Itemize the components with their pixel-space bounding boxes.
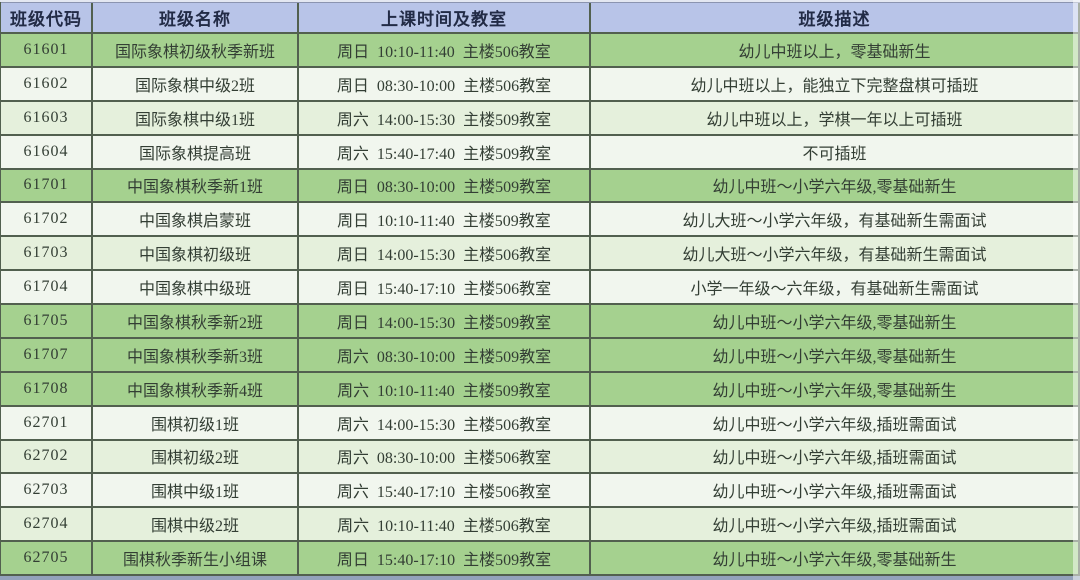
cell-description: 不可插班 xyxy=(591,135,1080,168)
cell-class-name: 中国象棋秋季新2班 xyxy=(93,305,299,337)
cell-class-code: 61702 xyxy=(1,203,93,236)
cell-class-code: 61603 xyxy=(1,101,93,134)
cell-schedule: 周六 14:00-15:30 主楼509教室 xyxy=(299,101,591,134)
table-row: 61603 国际象棋中级1班 周六 14:00-15:30 主楼509教室 幼儿… xyxy=(1,101,1080,136)
cell-class-name: 国际象棋初级秋季新班 xyxy=(93,34,299,66)
cell-schedule: 周日 10:10-11:40 主楼509教室 xyxy=(299,203,591,236)
cell-description: 幼儿中班～小学六年级,零基础新生 xyxy=(591,305,1080,337)
header-cell-schedule: 上课时间及教室 xyxy=(299,3,591,32)
cell-description: 幼儿中班～小学六年级,插班需面试 xyxy=(591,474,1080,507)
cell-class-code: 61604 xyxy=(1,135,93,168)
cell-schedule: 周日 14:00-15:30 主楼506教室 xyxy=(299,237,591,270)
cell-schedule: 周日 08:30-10:00 主楼506教室 xyxy=(299,67,591,100)
cell-description: 幼儿大班～小学六年级，有基础新生需面试 xyxy=(591,237,1080,270)
table-row: 62704 围棋中级2班 周六 10:10-11:40 主楼506教室 幼儿中班… xyxy=(1,508,1080,543)
cell-class-code: 62703 xyxy=(1,474,93,507)
cell-description: 幼儿中班～小学六年级,零基础新生 xyxy=(591,372,1080,405)
cell-schedule: 周六 10:10-11:40 主楼509教室 xyxy=(299,372,591,405)
cell-description: 幼儿中班～小学六年级,插班需面试 xyxy=(591,508,1080,541)
cell-class-name: 围棋中级2班 xyxy=(93,508,299,541)
cell-class-code: 61704 xyxy=(1,271,93,303)
cell-schedule: 周日 10:10-11:40 主楼506教室 xyxy=(299,34,591,66)
cell-schedule: 周日 08:30-10:00 主楼509教室 xyxy=(299,169,591,202)
cell-class-name: 国际象棋中级2班 xyxy=(93,67,299,100)
header-cell-description: 班级描述 xyxy=(591,3,1080,32)
cell-description: 幼儿中班～小学六年级,零基础新生 xyxy=(591,169,1080,202)
cell-schedule: 周六 10:10-11:40 主楼506教室 xyxy=(299,508,591,541)
cell-description: 幼儿中班以上，学棋一年以上可插班 xyxy=(591,101,1080,134)
cell-class-name: 围棋中级1班 xyxy=(93,474,299,507)
cell-class-name: 中国象棋秋季新1班 xyxy=(93,169,299,202)
cell-class-code: 61602 xyxy=(1,67,93,100)
top-edge-strip xyxy=(0,0,1080,2)
table-row: 61707 中国象棋秋季新3班 周六 08:30-10:00 主楼509教室 幼… xyxy=(1,338,1080,373)
cell-description: 幼儿中班～小学六年级,插班需面试 xyxy=(591,406,1080,439)
cell-class-code: 61601 xyxy=(1,34,93,66)
cell-description: 幼儿中班以上，零基础新生 xyxy=(591,34,1080,66)
cell-class-name: 中国象棋启蒙班 xyxy=(93,203,299,236)
cell-class-code: 62704 xyxy=(1,508,93,541)
cell-description: 幼儿大班～小学六年级，有基础新生需面试 xyxy=(591,203,1080,236)
table-header-row: 班级代码 班级名称 上课时间及教室 班级描述 xyxy=(1,2,1080,34)
cell-class-code: 61701 xyxy=(1,169,93,202)
table-row: 61703 中国象棋初级班 周日 14:00-15:30 主楼506教室 幼儿大… xyxy=(1,237,1080,272)
cell-class-name: 国际象棋中级1班 xyxy=(93,101,299,134)
cell-class-name: 中国象棋秋季新3班 xyxy=(93,338,299,371)
cell-class-name: 围棋初级2班 xyxy=(93,440,299,473)
table-row: 62705 围棋秋季新生小组课 周日 15:40-17:10 主楼509教室 幼… xyxy=(1,542,1080,576)
cell-description: 幼儿中班以上，能独立下完整盘棋可插班 xyxy=(591,67,1080,100)
cell-schedule: 周六 08:30-10:00 主楼509教室 xyxy=(299,338,591,371)
cell-schedule: 周六 15:40-17:10 主楼506教室 xyxy=(299,474,591,507)
table-row: 61705 中国象棋秋季新2班 周日 14:00-15:30 主楼509教室 幼… xyxy=(1,305,1080,339)
cell-schedule: 周日 14:00-15:30 主楼509教室 xyxy=(299,305,591,337)
cell-class-code: 61708 xyxy=(1,372,93,405)
cell-schedule: 周六 08:30-10:00 主楼506教室 xyxy=(299,440,591,473)
table-row: 61602 国际象棋中级2班 周日 08:30-10:00 主楼506教室 幼儿… xyxy=(1,67,1080,102)
table-row: 61604 国际象棋提高班 周六 15:40-17:40 主楼509教室 不可插… xyxy=(1,135,1080,170)
table-row: 62702 围棋初级2班 周六 08:30-10:00 主楼506教室 幼儿中班… xyxy=(1,440,1080,475)
header-cell-code: 班级代码 xyxy=(1,3,93,32)
cell-description: 幼儿中班～小学六年级,插班需面试 xyxy=(591,440,1080,473)
cell-class-name: 中国象棋中级班 xyxy=(93,271,299,303)
bottom-partial-row xyxy=(0,576,1080,580)
table-row: 62701 围棋初级1班 周六 14:00-15:30 主楼506教室 幼儿中班… xyxy=(1,406,1080,441)
table-row: 61601 国际象棋初级秋季新班 周日 10:10-11:40 主楼506教室 … xyxy=(1,34,1080,68)
table-row: 61702 中国象棋启蒙班 周日 10:10-11:40 主楼509教室 幼儿大… xyxy=(1,203,1080,238)
cell-class-code: 61707 xyxy=(1,338,93,371)
cell-class-code: 62705 xyxy=(1,542,93,574)
table-body: 61601 国际象棋初级秋季新班 周日 10:10-11:40 主楼506教室 … xyxy=(1,34,1080,576)
cell-class-code: 62702 xyxy=(1,440,93,473)
table-row: 61704 中国象棋中级班 周日 15:40-17:10 主楼506教室 小学一… xyxy=(1,271,1080,305)
table-row: 61701 中国象棋秋季新1班 周日 08:30-10:00 主楼509教室 幼… xyxy=(1,169,1080,204)
cell-description: 幼儿中班～小学六年级,零基础新生 xyxy=(591,542,1080,574)
cell-class-name: 中国象棋秋季新4班 xyxy=(93,372,299,405)
cell-schedule: 周六 14:00-15:30 主楼506教室 xyxy=(299,406,591,439)
cell-class-name: 围棋初级1班 xyxy=(93,406,299,439)
cell-description: 小学一年级～六年级，有基础新生需面试 xyxy=(591,271,1080,303)
cell-description: 幼儿中班～小学六年级,零基础新生 xyxy=(591,338,1080,371)
table-row: 62703 围棋中级1班 周六 15:40-17:10 主楼506教室 幼儿中班… xyxy=(1,474,1080,509)
cell-class-name: 中国象棋初级班 xyxy=(93,237,299,270)
cell-class-code: 61705 xyxy=(1,305,93,337)
header-cell-name: 班级名称 xyxy=(93,3,299,32)
table-row: 61708 中国象棋秋季新4班 周六 10:10-11:40 主楼509教室 幼… xyxy=(1,372,1080,407)
cell-class-name: 国际象棋提高班 xyxy=(93,135,299,168)
cell-schedule: 周日 15:40-17:10 主楼506教室 xyxy=(299,271,591,303)
cell-schedule: 周日 15:40-17:10 主楼509教室 xyxy=(299,542,591,574)
cell-class-code: 61703 xyxy=(1,237,93,270)
cell-class-name: 围棋秋季新生小组课 xyxy=(93,542,299,574)
cell-class-code: 62701 xyxy=(1,406,93,439)
cell-schedule: 周六 15:40-17:40 主楼509教室 xyxy=(299,135,591,168)
